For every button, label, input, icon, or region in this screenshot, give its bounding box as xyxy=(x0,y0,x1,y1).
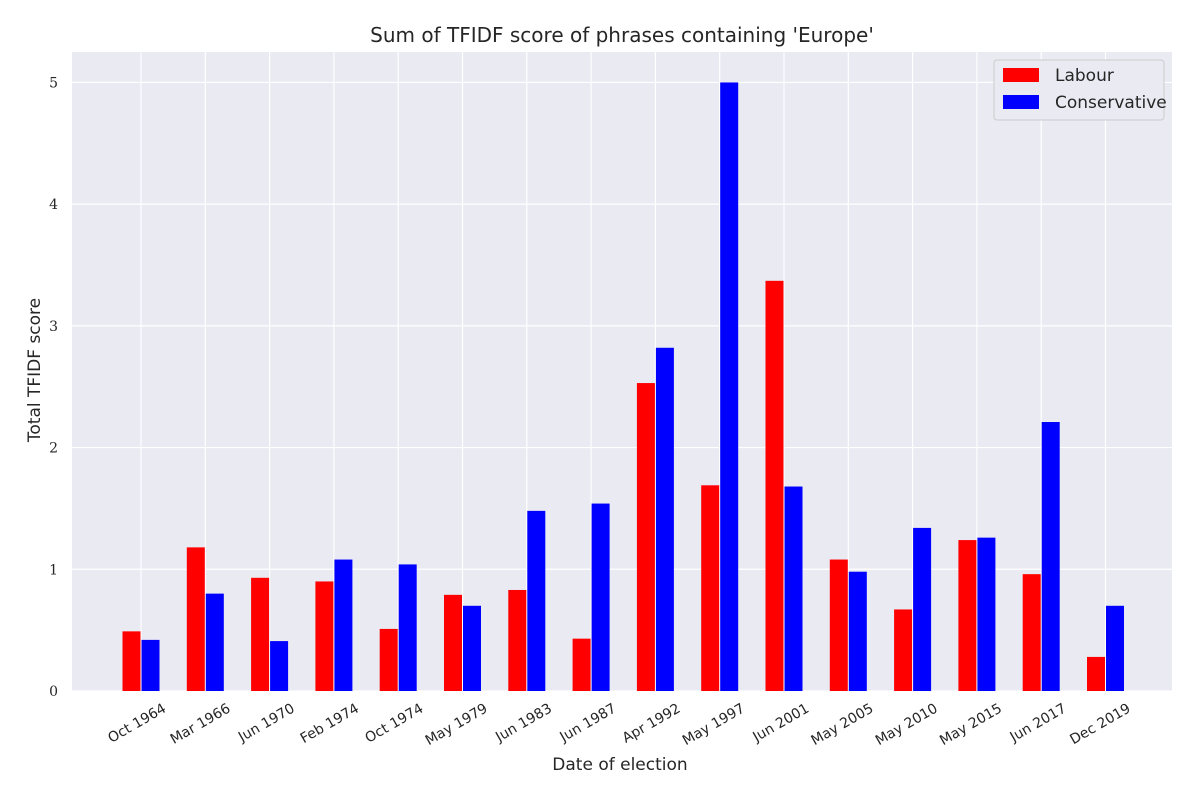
bar-conservative xyxy=(1041,422,1060,691)
x-tick-label: Mar 1966 xyxy=(168,701,234,748)
bar-labour xyxy=(315,581,334,691)
bar-conservative xyxy=(205,593,224,691)
bar-labour xyxy=(1022,574,1041,691)
bar-labour xyxy=(508,589,527,691)
x-tick-label: Jun 1970 xyxy=(235,701,298,746)
bar-conservative xyxy=(141,639,160,691)
bar-labour xyxy=(765,280,784,691)
x-tick-label: Apr 1992 xyxy=(620,701,684,747)
bar-labour xyxy=(444,594,462,691)
legend-swatch-conservative xyxy=(1003,95,1039,109)
bar-labour xyxy=(701,485,720,691)
bar-conservative xyxy=(334,559,353,691)
x-tick-label: Oct 1974 xyxy=(363,701,427,747)
bar-labour xyxy=(186,547,205,691)
plot-area xyxy=(72,52,1172,691)
bar-labour xyxy=(894,609,913,691)
legend: Labour Conservative xyxy=(993,59,1167,121)
bar-conservative xyxy=(591,503,610,691)
bar-conservative xyxy=(913,527,932,691)
y-tick-label: 5 xyxy=(49,75,58,91)
bar-labour xyxy=(122,631,141,691)
legend-label-conservative: Conservative xyxy=(1055,93,1167,113)
y-tick-label: 0 xyxy=(49,684,58,700)
bar-labour xyxy=(379,628,398,691)
x-tick-label: May 1979 xyxy=(423,701,491,749)
y-tick-label: 3 xyxy=(49,319,58,335)
x-tick-label: Jun 1983 xyxy=(492,701,555,746)
y-axis-label: Total TFIDF score xyxy=(25,298,45,443)
bar-labour xyxy=(572,638,591,691)
x-axis-label: Date of election xyxy=(552,755,687,775)
x-tick-label: Jun 2001 xyxy=(749,701,812,746)
bar-labour xyxy=(251,577,270,691)
x-tick-label: Feb 1974 xyxy=(298,701,362,747)
bar-conservative xyxy=(977,537,996,691)
y-ticks: 0 1 2 3 4 5 xyxy=(49,75,58,700)
x-tick-label: Dec 2019 xyxy=(1067,701,1133,748)
bar-conservative xyxy=(463,605,481,691)
bar-labour xyxy=(1087,656,1105,691)
x-tick-label: Oct 1964 xyxy=(105,701,169,747)
bar-conservative xyxy=(720,82,739,691)
bar-conservative xyxy=(270,641,289,691)
y-tick-label: 2 xyxy=(49,441,58,457)
legend-label-labour: Labour xyxy=(1055,66,1114,86)
x-tick-label: May 1997 xyxy=(680,701,748,749)
x-tick-label: May 2010 xyxy=(873,701,941,749)
bar-labour xyxy=(636,383,655,691)
bars xyxy=(122,82,1124,691)
bar-conservative xyxy=(655,347,674,691)
x-tick-label: Jun 1987 xyxy=(557,701,620,746)
x-tick-label: May 2015 xyxy=(937,701,1005,749)
bar-conservative xyxy=(398,564,417,691)
bar-conservative xyxy=(527,510,546,691)
bar-labour xyxy=(958,540,977,691)
x-tick-label: May 2005 xyxy=(809,701,877,749)
bar-conservative xyxy=(784,486,803,691)
x-tick-label: Jun 2017 xyxy=(1007,701,1070,746)
bar-conservative xyxy=(848,571,867,691)
legend-swatch-labour xyxy=(1003,68,1039,82)
bar-conservative xyxy=(1106,605,1124,691)
y-tick-label: 1 xyxy=(49,562,58,578)
grid xyxy=(72,52,1172,692)
bar-labour xyxy=(829,559,848,691)
chart-title: Sum of TFIDF score of phrases containing… xyxy=(370,23,874,47)
y-tick-label: 4 xyxy=(49,197,58,213)
